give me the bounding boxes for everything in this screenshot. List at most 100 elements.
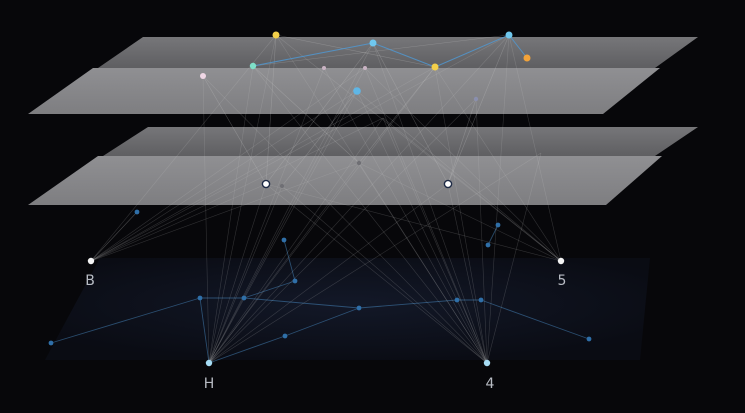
fan-edge [208, 117, 384, 364]
ring-node [261, 179, 271, 189]
fan-edge [281, 185, 488, 364]
fan-edge [486, 152, 542, 364]
base-edge [243, 297, 360, 309]
fan-edge [208, 152, 542, 364]
fan-edge [208, 67, 325, 364]
base-network-plane [45, 258, 650, 360]
base-node [197, 295, 203, 301]
fan-edge [202, 75, 488, 364]
base-edge [480, 299, 590, 340]
cyan-node [505, 31, 513, 39]
fan-edge [202, 75, 210, 364]
base-node [292, 278, 298, 284]
layer-edge [447, 34, 510, 185]
teal-node [249, 62, 257, 70]
base-edge [283, 239, 296, 282]
node-h [205, 359, 213, 367]
layer-4-plane [28, 156, 662, 205]
small-node [322, 66, 326, 70]
yellow-node [431, 63, 439, 71]
layer-2-plane [28, 68, 660, 114]
fan-edge [208, 90, 358, 364]
blue-edge [508, 34, 528, 59]
node-label-a: 4 [486, 376, 495, 392]
small-node [356, 160, 362, 166]
layer-edge [265, 34, 277, 185]
fan-edge [382, 117, 562, 262]
fan-edge [90, 67, 366, 262]
fan-edge [90, 117, 384, 262]
node-b [87, 257, 95, 265]
node-label-s: 5 [558, 273, 567, 289]
fan-edge [364, 67, 562, 262]
fan-edge [208, 34, 277, 364]
base-edge [243, 280, 296, 299]
fan-edge [447, 183, 488, 364]
layer-3-plane [103, 127, 698, 156]
fan-edge [208, 98, 477, 364]
fan-edge [382, 117, 488, 364]
layer-edge [265, 42, 374, 185]
base-node [485, 242, 491, 248]
base-edge [284, 307, 360, 337]
fan-edge [90, 66, 436, 262]
fan-edge [508, 34, 562, 262]
node-a [483, 359, 491, 367]
layer-edge [447, 98, 477, 185]
fan-edge [358, 162, 488, 364]
ring-node [443, 179, 453, 189]
base-edge [208, 335, 286, 364]
base-node [586, 336, 592, 342]
fan-edge [208, 34, 510, 364]
base-node [454, 297, 460, 303]
base-node [478, 297, 484, 303]
base-edge [50, 297, 201, 344]
layer-edge [372, 42, 449, 185]
orange-node [523, 54, 531, 62]
fan-edge [90, 183, 267, 262]
fan-edge [90, 34, 510, 262]
fan-edge [275, 34, 488, 364]
fan-edge [323, 67, 488, 364]
base-node [282, 333, 288, 339]
base-edge [358, 299, 458, 309]
blue-edge [434, 34, 510, 68]
fan-edge [265, 183, 562, 262]
fan-edge [208, 183, 267, 364]
base-node [356, 305, 362, 311]
fan-edge [208, 66, 436, 364]
fan-edge [358, 162, 562, 262]
fan-edge [275, 34, 562, 262]
small-node [280, 184, 284, 188]
fan-edge [208, 42, 374, 364]
fan-edge [90, 162, 360, 262]
yellow-node [272, 31, 280, 39]
node-s [557, 257, 565, 265]
layer-edge [252, 65, 360, 164]
fan-edge [265, 183, 488, 364]
base-network-edges [50, 224, 590, 364]
base-node [495, 222, 501, 228]
blue-node [353, 87, 361, 95]
fan-edge [434, 66, 488, 364]
base-edge [487, 224, 499, 246]
fan-edge [356, 90, 488, 364]
fan-edge [364, 67, 488, 364]
fan-edge [90, 90, 358, 262]
blue-edge [252, 42, 374, 67]
fan-edge [208, 185, 283, 364]
base-node [48, 340, 54, 346]
layer-edge [252, 34, 510, 67]
fan-edge [252, 65, 488, 364]
fan-edge [90, 34, 277, 262]
base-node [241, 295, 247, 301]
node-label-h: H [204, 376, 215, 392]
fan-edge [356, 90, 562, 262]
base-node [134, 209, 140, 215]
small-node [473, 96, 479, 102]
fan-edge [486, 34, 510, 364]
fan-edge [434, 66, 562, 262]
fan-edge [208, 162, 360, 364]
layer-edge [281, 90, 358, 187]
